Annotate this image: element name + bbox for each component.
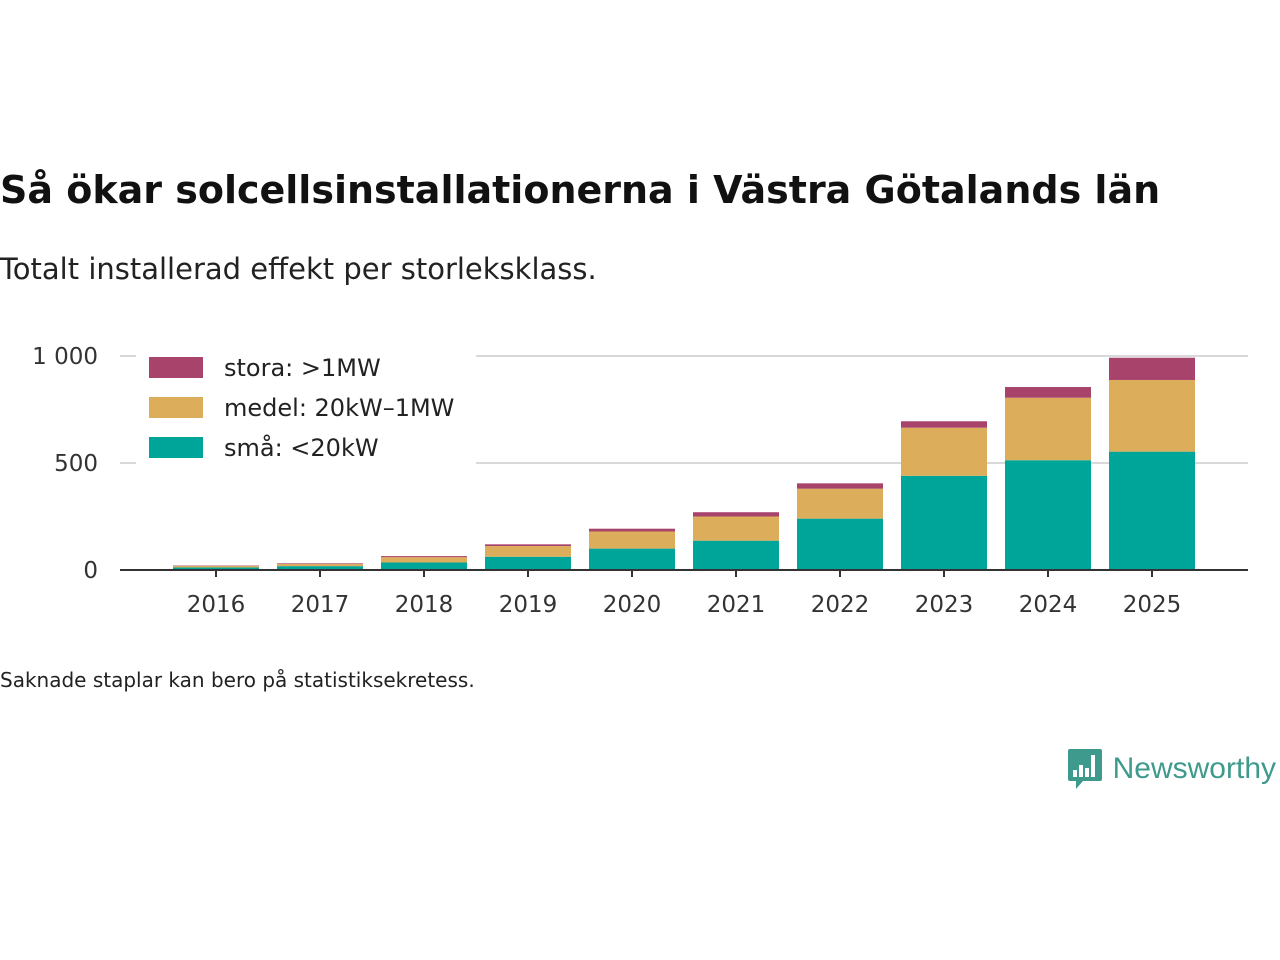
bar-chart-bubble-icon [1067, 749, 1102, 789]
bar-segment [277, 564, 363, 567]
chart-subtitle: Totalt installerad effekt per storlekskl… [0, 252, 597, 286]
bar-segment [589, 548, 675, 570]
y-tick-label: 500 [54, 451, 98, 477]
legend-swatch [149, 397, 203, 418]
bar-segment [277, 563, 363, 565]
bar-segment [485, 544, 571, 547]
bar-segment [381, 556, 467, 558]
legend-label: små: <20kW [224, 433, 379, 462]
x-tick-label: 2017 [291, 592, 350, 618]
newsworthy-logo: Newsworthy [1067, 748, 1276, 790]
legend-label: stora: >1MW [224, 354, 381, 382]
bar-segment [173, 567, 259, 570]
bar-segment [589, 528, 675, 532]
x-tick-label: 2022 [811, 592, 870, 618]
bar-segment [1109, 357, 1195, 380]
stacked-bar-chart: 0 500 1 000 2016 2017 2018 2019 2020 2021 2022 202… [32, 344, 1248, 618]
bar-segment [901, 421, 987, 428]
x-tick-label: 2020 [603, 592, 662, 618]
x-tick-label: 2019 [499, 592, 558, 618]
brand-name: Newsworthy [1112, 752, 1276, 785]
bar-segment [381, 557, 467, 563]
bar-segment [1005, 397, 1091, 461]
x-tick-label: 2018 [395, 592, 454, 618]
bar-segment [277, 566, 363, 570]
legend-swatch [149, 357, 203, 378]
footnote: Saknade staplar kan bero på statistiksek… [0, 668, 475, 692]
y-tick-label: 1 000 [32, 344, 98, 370]
bar-segment [901, 475, 987, 570]
bar-segment [1109, 451, 1195, 570]
bar-segment [173, 565, 259, 568]
bar-segment [485, 546, 571, 557]
bar-segment [1005, 387, 1091, 398]
bar-segment [693, 512, 779, 517]
bar-segment [693, 540, 779, 570]
legend-swatch [149, 437, 203, 458]
bar-segment [1005, 460, 1091, 570]
x-tick-label: 2023 [915, 592, 974, 618]
bar-segment [1109, 379, 1195, 452]
bar-segment [797, 488, 883, 519]
x-tick-label: 2016 [187, 592, 246, 618]
bar-segment [589, 531, 675, 549]
bar-segment [797, 483, 883, 489]
bar-segment [693, 516, 779, 541]
x-tick-label: 2021 [707, 592, 766, 618]
x-tick-label: 2024 [1019, 592, 1078, 618]
bar-segment [901, 427, 987, 476]
chart-title: Så ökar solcellsinstallationerna i Västr… [0, 168, 1161, 212]
x-tick-label: 2025 [1123, 592, 1182, 618]
bar-segment [381, 562, 467, 570]
y-tick-label: 0 [83, 558, 98, 584]
legend-label: medel: 20kW–1MW [224, 394, 454, 422]
bar-segment [797, 518, 883, 570]
bar-segment [485, 556, 571, 570]
